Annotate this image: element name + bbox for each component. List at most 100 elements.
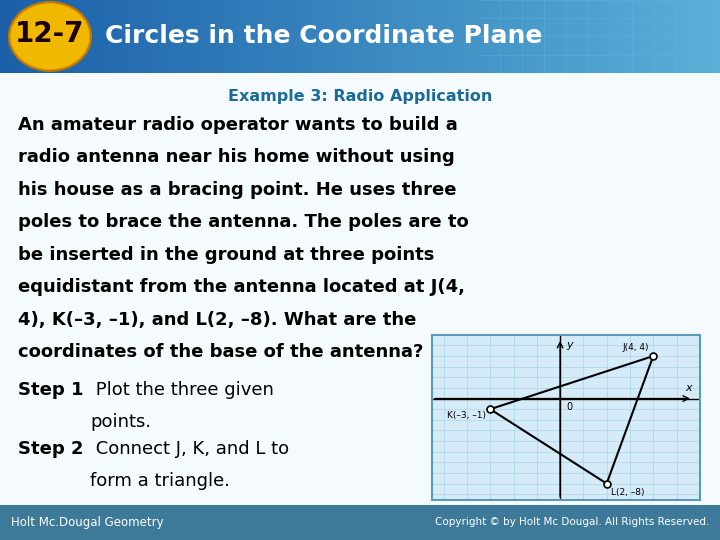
Bar [353, 0, 360, 73]
Text: radio antenna near his home without using: radio antenna near his home without usin… [18, 148, 455, 166]
Bar [490, 0, 497, 73]
Bar [274, 0, 281, 73]
Text: An amateur radio operator wants to build a: An amateur radio operator wants to build… [18, 116, 458, 134]
Text: Step 2: Step 2 [18, 440, 84, 458]
Bar [662, 0, 670, 73]
Text: L(2, –8): L(2, –8) [611, 488, 645, 497]
Bar [605, 0, 612, 73]
Bar [79, 0, 86, 73]
Bar [540, 0, 547, 73]
Bar [454, 0, 461, 73]
Bar [158, 0, 166, 73]
Bar [137, 0, 144, 73]
Bar [122, 0, 130, 73]
Bar [238, 0, 245, 73]
Text: J(4, 4): J(4, 4) [622, 343, 649, 352]
Text: Copyright © by Holt Mc Dougal. All Rights Reserved.: Copyright © by Holt Mc Dougal. All Right… [435, 517, 709, 528]
Bar [310, 0, 317, 73]
Bar [0, 0, 7, 73]
Bar [22, 0, 29, 73]
Bar [94, 0, 101, 73]
Text: poles to brace the antenna. The poles are to: poles to brace the antenna. The poles ar… [18, 213, 469, 231]
Bar [504, 0, 511, 73]
Text: Plot the three given: Plot the three given [90, 381, 274, 399]
Bar [461, 0, 468, 73]
Bar [569, 0, 576, 73]
Text: x: x [685, 383, 691, 393]
Bar [266, 0, 274, 73]
Text: 4), K(–3, –1), and L(2, –8). What are the: 4), K(–3, –1), and L(2, –8). What are th… [18, 310, 416, 328]
Bar [619, 0, 626, 73]
Bar [194, 0, 202, 73]
Bar [554, 0, 562, 73]
Bar [108, 0, 115, 73]
Bar [288, 0, 295, 73]
Bar [590, 0, 598, 73]
Bar [130, 0, 137, 73]
Text: points.: points. [90, 413, 151, 431]
Bar [338, 0, 346, 73]
Bar [302, 0, 310, 73]
Bar [598, 0, 605, 73]
Text: equidistant from the antenna located at J(4,: equidistant from the antenna located at … [18, 278, 465, 296]
Bar [677, 0, 684, 73]
Bar [475, 0, 482, 73]
Bar [166, 0, 173, 73]
Bar [418, 0, 425, 73]
Bar [346, 0, 353, 73]
Bar [482, 0, 490, 73]
Bar [173, 0, 180, 73]
Bar [7, 0, 14, 73]
Bar [576, 0, 583, 73]
Bar [252, 0, 259, 73]
Text: Holt Mc.Dougal Geometry: Holt Mc.Dougal Geometry [11, 516, 163, 529]
Bar [547, 0, 554, 73]
Bar [403, 0, 410, 73]
Bar [526, 0, 533, 73]
Bar [396, 0, 403, 73]
Text: Example 3: Radio Application: Example 3: Radio Application [228, 89, 492, 104]
Bar [432, 0, 439, 73]
Bar [691, 0, 698, 73]
Bar [115, 0, 122, 73]
Bar [43, 0, 50, 73]
Bar [389, 0, 396, 73]
Bar [50, 0, 58, 73]
Bar [713, 0, 720, 73]
Bar [36, 0, 43, 73]
Bar [230, 0, 238, 73]
Bar [86, 0, 94, 73]
Text: form a triangle.: form a triangle. [90, 472, 230, 490]
Bar [180, 0, 187, 73]
Bar [58, 0, 65, 73]
Bar [382, 0, 389, 73]
Text: Circles in the Coordinate Plane: Circles in the Coordinate Plane [105, 24, 542, 49]
Bar [281, 0, 288, 73]
Bar [101, 0, 108, 73]
Bar [641, 0, 648, 73]
Bar [425, 0, 432, 73]
Bar [648, 0, 655, 73]
Bar [187, 0, 194, 73]
Text: coordinates of the base of the antenna?: coordinates of the base of the antenna? [18, 343, 423, 361]
Bar [655, 0, 662, 73]
Bar [698, 0, 706, 73]
Bar [295, 0, 302, 73]
Bar [144, 0, 151, 73]
Bar [626, 0, 634, 73]
Text: Connect J, K, and L to: Connect J, K, and L to [90, 440, 289, 458]
Bar [245, 0, 252, 73]
Bar [533, 0, 540, 73]
Bar [367, 0, 374, 73]
Bar [468, 0, 475, 73]
Ellipse shape [11, 4, 89, 69]
Bar [151, 0, 158, 73]
Bar [634, 0, 641, 73]
Bar [65, 0, 72, 73]
Bar [612, 0, 619, 73]
Ellipse shape [9, 2, 91, 71]
Bar [374, 0, 382, 73]
Bar [72, 0, 79, 73]
Text: be inserted in the ground at three points: be inserted in the ground at three point… [18, 246, 434, 264]
Bar [324, 0, 331, 73]
